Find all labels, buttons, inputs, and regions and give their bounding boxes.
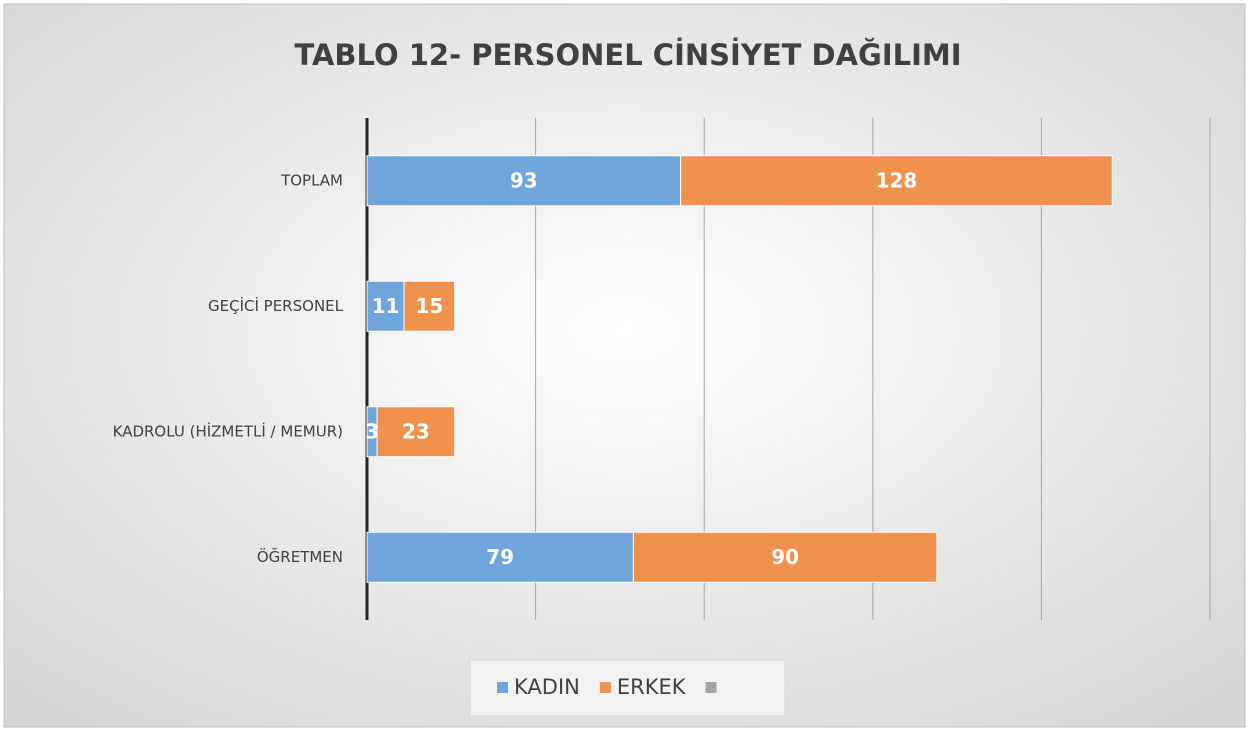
data-label: 128: [876, 168, 918, 192]
data-label: 3: [365, 419, 379, 443]
bar: [366, 155, 682, 207]
data-label: 93: [510, 168, 538, 192]
y-tick-label: GEÇİCİ PERSONEL: [208, 296, 344, 315]
bar: [366, 531, 634, 583]
chart-background: [3, 3, 1246, 728]
data-label: 23: [402, 419, 430, 443]
legend-box: [469, 659, 786, 717]
legend-swatch: [705, 682, 717, 693]
legend-label: KADIN: [514, 675, 580, 699]
bar: [403, 280, 456, 332]
y-tick-label: KADROLU (HİZMETLİ / MEMUR): [113, 421, 343, 440]
bar: [376, 406, 456, 458]
y-tick-label: TOPLAM: [280, 171, 343, 189]
data-label: 11: [372, 294, 400, 318]
data-label: 90: [771, 545, 799, 569]
bar: [680, 155, 1113, 207]
data-label: 79: [486, 545, 514, 569]
chart-title: TABLO 12- PERSONEL CİNSİYET DAĞILIMI: [294, 38, 961, 72]
data-label: 15: [415, 294, 443, 318]
bar: [632, 531, 938, 583]
legend-swatch: [497, 682, 508, 693]
bar: [366, 280, 405, 332]
y-tick-label: ÖĞRETMEN: [257, 547, 343, 566]
legend-label: ERKEK: [617, 675, 687, 699]
legend-swatch: [599, 682, 611, 693]
